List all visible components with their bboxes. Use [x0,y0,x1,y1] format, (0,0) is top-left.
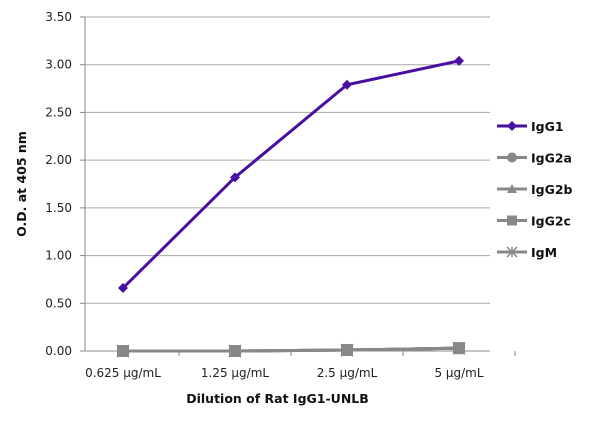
data-point-igg2a [341,344,353,357]
legend-marker-igg2b [507,184,517,193]
x-tick-label: 2.5 µg/mL [317,366,378,380]
x-tick-label: 5 µg/mL [434,366,483,380]
y-tick-label: 1.00 [45,249,72,263]
series-line-igg2a [123,346,460,353]
legend-label-igm: IgM [531,245,557,260]
x-tick-label: 0.625 µg/mL [85,366,161,380]
legend-label-igg1: IgG1 [531,119,564,134]
legend-marker-igg2a [507,152,517,163]
legend-label-igg2b: IgG2b [531,182,573,197]
data-point-igg1 [230,172,240,183]
legend-marker-igm [506,246,518,258]
y-tick-label: 3.00 [45,58,72,72]
data-point-igg1 [342,79,352,90]
x-axis-title: Dilution of Rat IgG1-UNLB [186,391,369,406]
data-point-igg1 [454,55,464,66]
y-tick-label: 2.50 [45,105,72,119]
y-axis-title: O.D. at 405 nm [14,131,29,237]
y-tick-label: 1.50 [45,201,72,215]
y-tick-label: 0.00 [45,344,72,358]
data-point-igg2a [453,342,465,355]
legend-marker-igg2c [507,215,517,226]
x-tick-label: 1.25 µg/mL [201,366,270,380]
y-tick-label: 3.50 [45,10,72,24]
series-line-igg1 [121,59,460,290]
data-point-igg2a [117,345,129,357]
legend-label-igg2a: IgG2a [531,151,572,166]
data-point-igg2a [229,345,241,357]
y-tick-label: 0.50 [45,296,72,310]
legend-label-igg2c: IgG2c [531,214,571,229]
legend-marker-igg1 [507,121,517,131]
data-point-igg1 [118,283,128,294]
y-tick-label: 2.00 [45,153,72,167]
